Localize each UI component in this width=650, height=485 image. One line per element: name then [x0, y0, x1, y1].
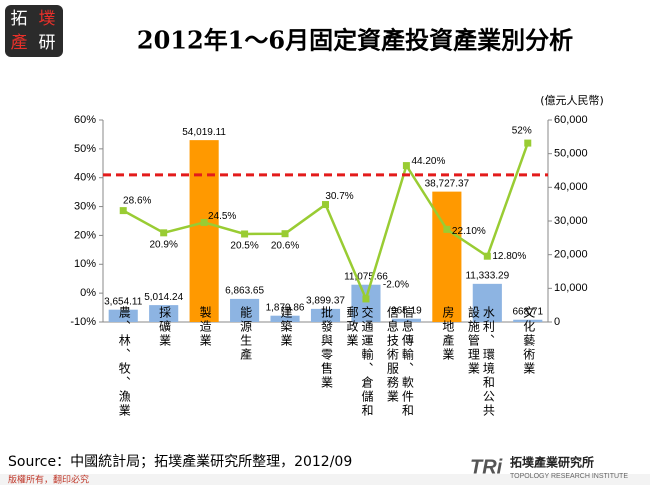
x-tick-label: 房地產業 — [440, 306, 455, 362]
y2-tick-label: 10,000 — [554, 282, 588, 294]
y2-tick-label: 30,000 — [554, 215, 588, 227]
line-marker — [402, 162, 410, 170]
bar — [149, 305, 179, 322]
bar — [310, 308, 341, 322]
y2-tick-label: 50,000 — [554, 148, 588, 160]
y2-tick-label: 40,000 — [554, 181, 588, 193]
y-tick-label: 40% — [74, 172, 96, 184]
bar — [472, 283, 502, 322]
line-value-label: 28.6% — [123, 195, 151, 206]
line-value-label: 52% — [512, 126, 532, 137]
brand-en: TOPOLOGY RESEARCH INSTITUTE — [510, 473, 628, 480]
line-marker — [281, 230, 289, 238]
y-tick-label: 30% — [74, 200, 96, 212]
brand-name: 拓墣產業研究所 — [510, 455, 594, 470]
line-value-label: 22.10% — [452, 226, 486, 237]
line-value-label: 20.9% — [150, 239, 178, 250]
line-value-label: 24.5% — [208, 211, 236, 222]
y-tick-label: 60% — [74, 114, 96, 126]
y-tick-label: 50% — [74, 143, 96, 155]
x-tick-label: 信息傳輸、軟件和信息技術服務業 — [385, 306, 415, 418]
bar — [230, 298, 260, 322]
line-marker — [160, 229, 168, 237]
bar-value-label: 11,075.66 — [344, 271, 388, 282]
copyright: 版權所有，翻印必究 — [8, 474, 89, 485]
bar-value-label: 3,654.11 — [104, 296, 143, 307]
x-tick-label: 建築業 — [279, 306, 294, 348]
bar-value-label: 5,014.24 — [144, 292, 183, 303]
y2-unit: (億元人民幣) — [540, 94, 604, 107]
line-value-label: 44.20% — [411, 156, 445, 167]
source: Source：中國統計局；拓墣產業研究所整理，2012/09 — [8, 453, 352, 470]
x-tick-label: 能源生產 — [238, 306, 253, 362]
line-value-label: 30.7% — [325, 191, 353, 202]
line-marker — [524, 139, 532, 147]
y2-tick-label: 0 — [554, 316, 560, 328]
line-value-label: 20.5% — [230, 241, 258, 252]
bar-value-label: 6,863.65 — [225, 286, 264, 297]
y-tick-label: -10% — [70, 316, 96, 328]
x-tick-label: 製造業 — [198, 306, 213, 348]
y-tick-label: 20% — [74, 229, 96, 241]
line-marker — [362, 295, 370, 303]
bar-value-label: 54,019.11 — [182, 127, 226, 138]
logo-char: 拓 — [11, 9, 28, 29]
x-tick-label: 採礦業 — [157, 306, 172, 348]
bar-value-label: 38,727.37 — [425, 178, 470, 189]
bar — [513, 319, 543, 322]
bar — [189, 140, 219, 322]
bar-value-label: 3,899.37 — [306, 296, 345, 307]
x-tick-label: 農、林、牧、漁業 — [117, 306, 132, 418]
bar-value-label: 1,870.86 — [266, 302, 305, 313]
line-marker — [443, 225, 451, 233]
logo-char: 墣 — [39, 9, 56, 29]
bar — [270, 315, 300, 322]
bar — [351, 284, 381, 322]
x-tick-label: 文化藝術業 — [521, 306, 536, 376]
y-tick-label: 0% — [80, 287, 96, 299]
bar-value-label: 11,333.29 — [465, 270, 509, 281]
bar-value-label: 965.19 — [391, 305, 422, 316]
logo-box — [5, 5, 63, 57]
line-marker — [119, 207, 127, 215]
bar — [108, 309, 138, 322]
bar — [391, 318, 421, 322]
footer-band — [0, 474, 650, 485]
y2-tick-label: 20,000 — [554, 249, 588, 261]
x-tick-label: 水利、環境和公共設施管理業 — [466, 306, 496, 418]
line-value-label: -2.0% — [383, 280, 409, 291]
logo-char: 產 — [11, 33, 28, 53]
line-marker — [241, 230, 249, 238]
x-tick-label: 批發與零售業 — [319, 306, 334, 390]
line-marker — [322, 201, 329, 209]
brand: TRi — [470, 456, 503, 478]
logo-char: 研 — [39, 33, 56, 53]
y2-tick-label: 60,000 — [554, 114, 588, 126]
y-tick-label: 10% — [74, 258, 96, 270]
line-value-label: 20.6% — [271, 240, 299, 251]
bar-value-label: 668.71 — [512, 306, 543, 317]
line-marker — [483, 252, 491, 260]
line-value-label: 12.80% — [492, 251, 526, 262]
line-marker — [200, 218, 208, 226]
x-tick-label: 交通運輸、倉儲和郵政業 — [344, 306, 374, 418]
chart-title: 2012年1～6月固定資產投資產業別分析 — [137, 26, 573, 55]
